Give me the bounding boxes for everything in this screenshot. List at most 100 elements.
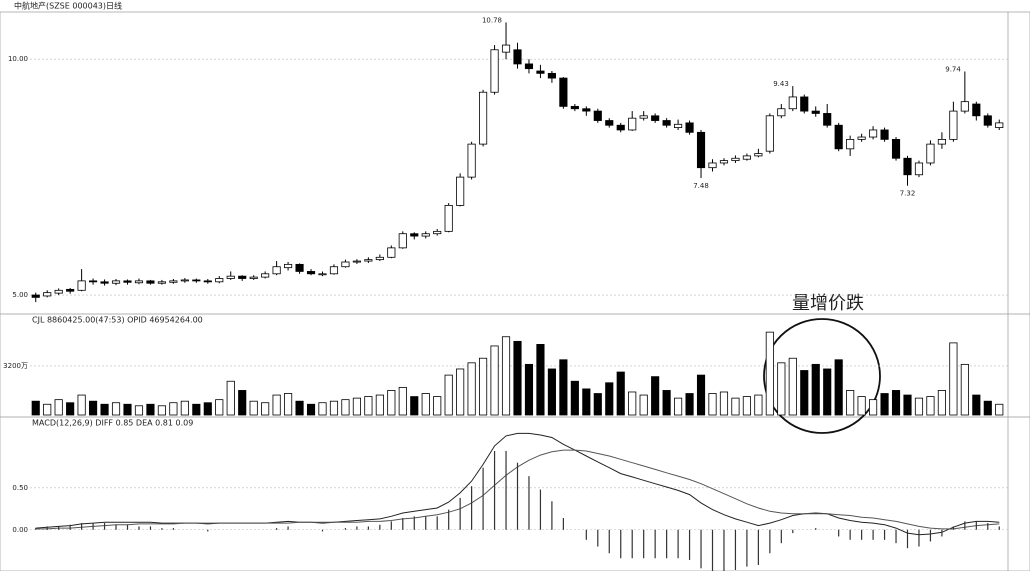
candle-body (410, 233, 419, 237)
volume-bar (490, 345, 499, 416)
candle-body (180, 279, 189, 282)
candle-body (284, 263, 293, 269)
volume-bar (696, 374, 706, 416)
volume-bar (857, 396, 866, 416)
volume-bar (410, 396, 419, 416)
y-tick-label: 0.00 (12, 526, 28, 534)
high-label: 9.43 (773, 80, 789, 88)
volume-bar (192, 403, 201, 416)
volume-bar (719, 391, 729, 416)
volume-bar (226, 380, 235, 416)
volume-bar (800, 370, 809, 416)
candle-body (479, 91, 488, 145)
volume-bar (43, 403, 52, 416)
candle-body (616, 124, 625, 131)
volume-bar (169, 402, 178, 416)
candle-body (134, 280, 144, 284)
volume-bar (306, 403, 316, 416)
candle-body (490, 49, 499, 93)
volume-bar (995, 403, 1004, 416)
volume-bar (467, 362, 476, 416)
volume-bar (77, 394, 86, 416)
y-tick-label: 5.00 (12, 291, 28, 299)
volume-bar (559, 359, 568, 416)
candle-body (456, 176, 465, 206)
candle-body (788, 96, 797, 110)
candle-body (318, 273, 327, 276)
volume-bar (891, 390, 901, 416)
volume-bar (811, 363, 820, 416)
candle-body (880, 129, 889, 140)
volume-bar (708, 393, 717, 416)
candle-body (364, 259, 373, 262)
volume-bar (593, 393, 602, 416)
volume-bar (605, 382, 614, 416)
candle-body (100, 281, 109, 284)
volume-bar (628, 391, 637, 416)
candle-body (467, 143, 476, 178)
candle-body (261, 273, 270, 278)
volume-bar (31, 400, 40, 416)
candle-body (77, 280, 86, 291)
volume-bar (960, 363, 969, 416)
candle-body (157, 281, 166, 284)
volume-bar (387, 390, 396, 416)
candle-body (639, 115, 648, 119)
volume-bar (433, 396, 442, 416)
volume-bar (949, 342, 958, 416)
candle-body (754, 153, 763, 157)
candle-body (593, 110, 602, 121)
volume-bar (742, 396, 751, 416)
high-label: 9.74 (945, 65, 961, 73)
candle-body (329, 266, 339, 275)
volume-bar (731, 397, 740, 416)
candle-body (501, 44, 511, 53)
candle-body (192, 279, 201, 282)
candle-body (834, 124, 843, 150)
candle-body (123, 280, 132, 283)
volume-bar (777, 362, 786, 416)
volume-bar (926, 396, 935, 416)
macd-header: MACD(12,26,9) DIFF 0.85 DEA 0.81 0.09 (32, 419, 193, 428)
candle-body (43, 292, 52, 297)
volume-bar (66, 402, 75, 416)
candle-body (226, 275, 235, 279)
volume-bar (123, 403, 132, 416)
candle-body (387, 247, 396, 258)
candle-body (937, 138, 946, 145)
volume-bar (972, 394, 981, 416)
volume-bar (134, 405, 144, 416)
annotation: 量增价跌 (792, 293, 864, 314)
volume-bar (685, 393, 694, 416)
candle-body (272, 266, 281, 275)
candle-body (306, 271, 316, 275)
volume-bar (111, 402, 121, 416)
candle-body (398, 233, 407, 249)
candle-body (375, 256, 384, 261)
candle-body (89, 280, 98, 283)
candle-body (891, 138, 901, 159)
candle-body (605, 120, 614, 126)
candle-body (846, 138, 855, 150)
candle-body (765, 115, 774, 152)
volume-bar (834, 359, 843, 416)
volume-bar (398, 386, 407, 416)
candle-body (926, 143, 935, 164)
volume-bar (215, 399, 224, 416)
candle-body (800, 96, 809, 112)
volume-bar (639, 394, 648, 416)
volume-bar (249, 400, 258, 416)
volume-bar (754, 394, 763, 416)
volume-bar (89, 400, 98, 416)
candle-body (983, 115, 992, 126)
candle-body (949, 110, 958, 140)
volume-bar (788, 357, 797, 416)
volume-bar (570, 380, 579, 416)
volume-bar (513, 340, 522, 416)
volume-bar (547, 368, 556, 416)
high-label: 10.78 (482, 16, 502, 24)
volume-bar (180, 400, 189, 416)
volume-bar (444, 374, 453, 416)
candle-body (662, 120, 671, 126)
